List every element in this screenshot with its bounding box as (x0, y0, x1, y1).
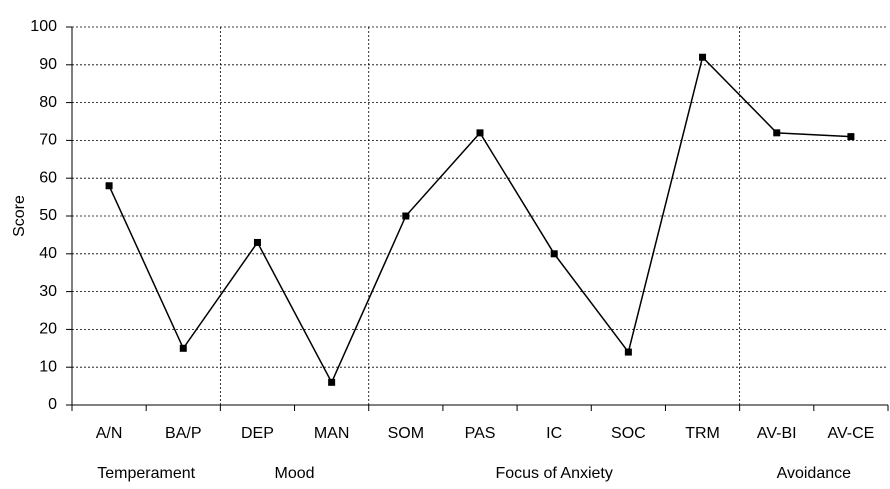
x-tick-label: SOC (611, 425, 646, 442)
y-tick-label: 20 (39, 321, 57, 338)
data-point (328, 378, 336, 386)
x-tick-label: DEP (241, 425, 274, 442)
data-point (179, 344, 187, 352)
y-tick-label: 30 (39, 283, 57, 300)
data-point (699, 53, 707, 61)
x-tick-label: AV-BI (757, 425, 797, 442)
group-label: Avoidance (777, 465, 852, 482)
y-tick-label: 90 (39, 56, 57, 73)
x-tick-label: SOM (388, 425, 424, 442)
data-point (550, 250, 558, 258)
y-tick-label: 50 (39, 207, 57, 224)
y-tick-label: 0 (48, 396, 57, 413)
x-tick-label: TRM (685, 425, 720, 442)
x-tick-label: IC (546, 425, 562, 442)
y-tick-label: 80 (39, 94, 57, 111)
x-tick-label: BA/P (165, 425, 201, 442)
data-point (624, 348, 632, 356)
data-point (476, 129, 484, 137)
y-tick-label: 70 (39, 132, 57, 149)
x-tick-label: MAN (314, 425, 350, 442)
y-tick-label: 40 (39, 245, 57, 262)
data-point (105, 182, 113, 190)
group-label: Temperament (97, 465, 195, 482)
y-axis-label: Score (11, 195, 28, 237)
data-point (847, 133, 855, 141)
group-label: Mood (275, 465, 315, 482)
x-tick-label: AV-CE (827, 425, 874, 442)
data-point (253, 238, 261, 246)
group-label: Focus of Anxiety (495, 465, 612, 482)
y-tick-label: 60 (39, 169, 57, 186)
x-tick-label: A/N (96, 425, 123, 442)
data-point (773, 129, 781, 137)
x-tick-label: PAS (465, 425, 496, 442)
data-point (402, 212, 410, 220)
y-tick-label: 10 (39, 358, 57, 375)
y-tick-label: 100 (30, 18, 57, 35)
